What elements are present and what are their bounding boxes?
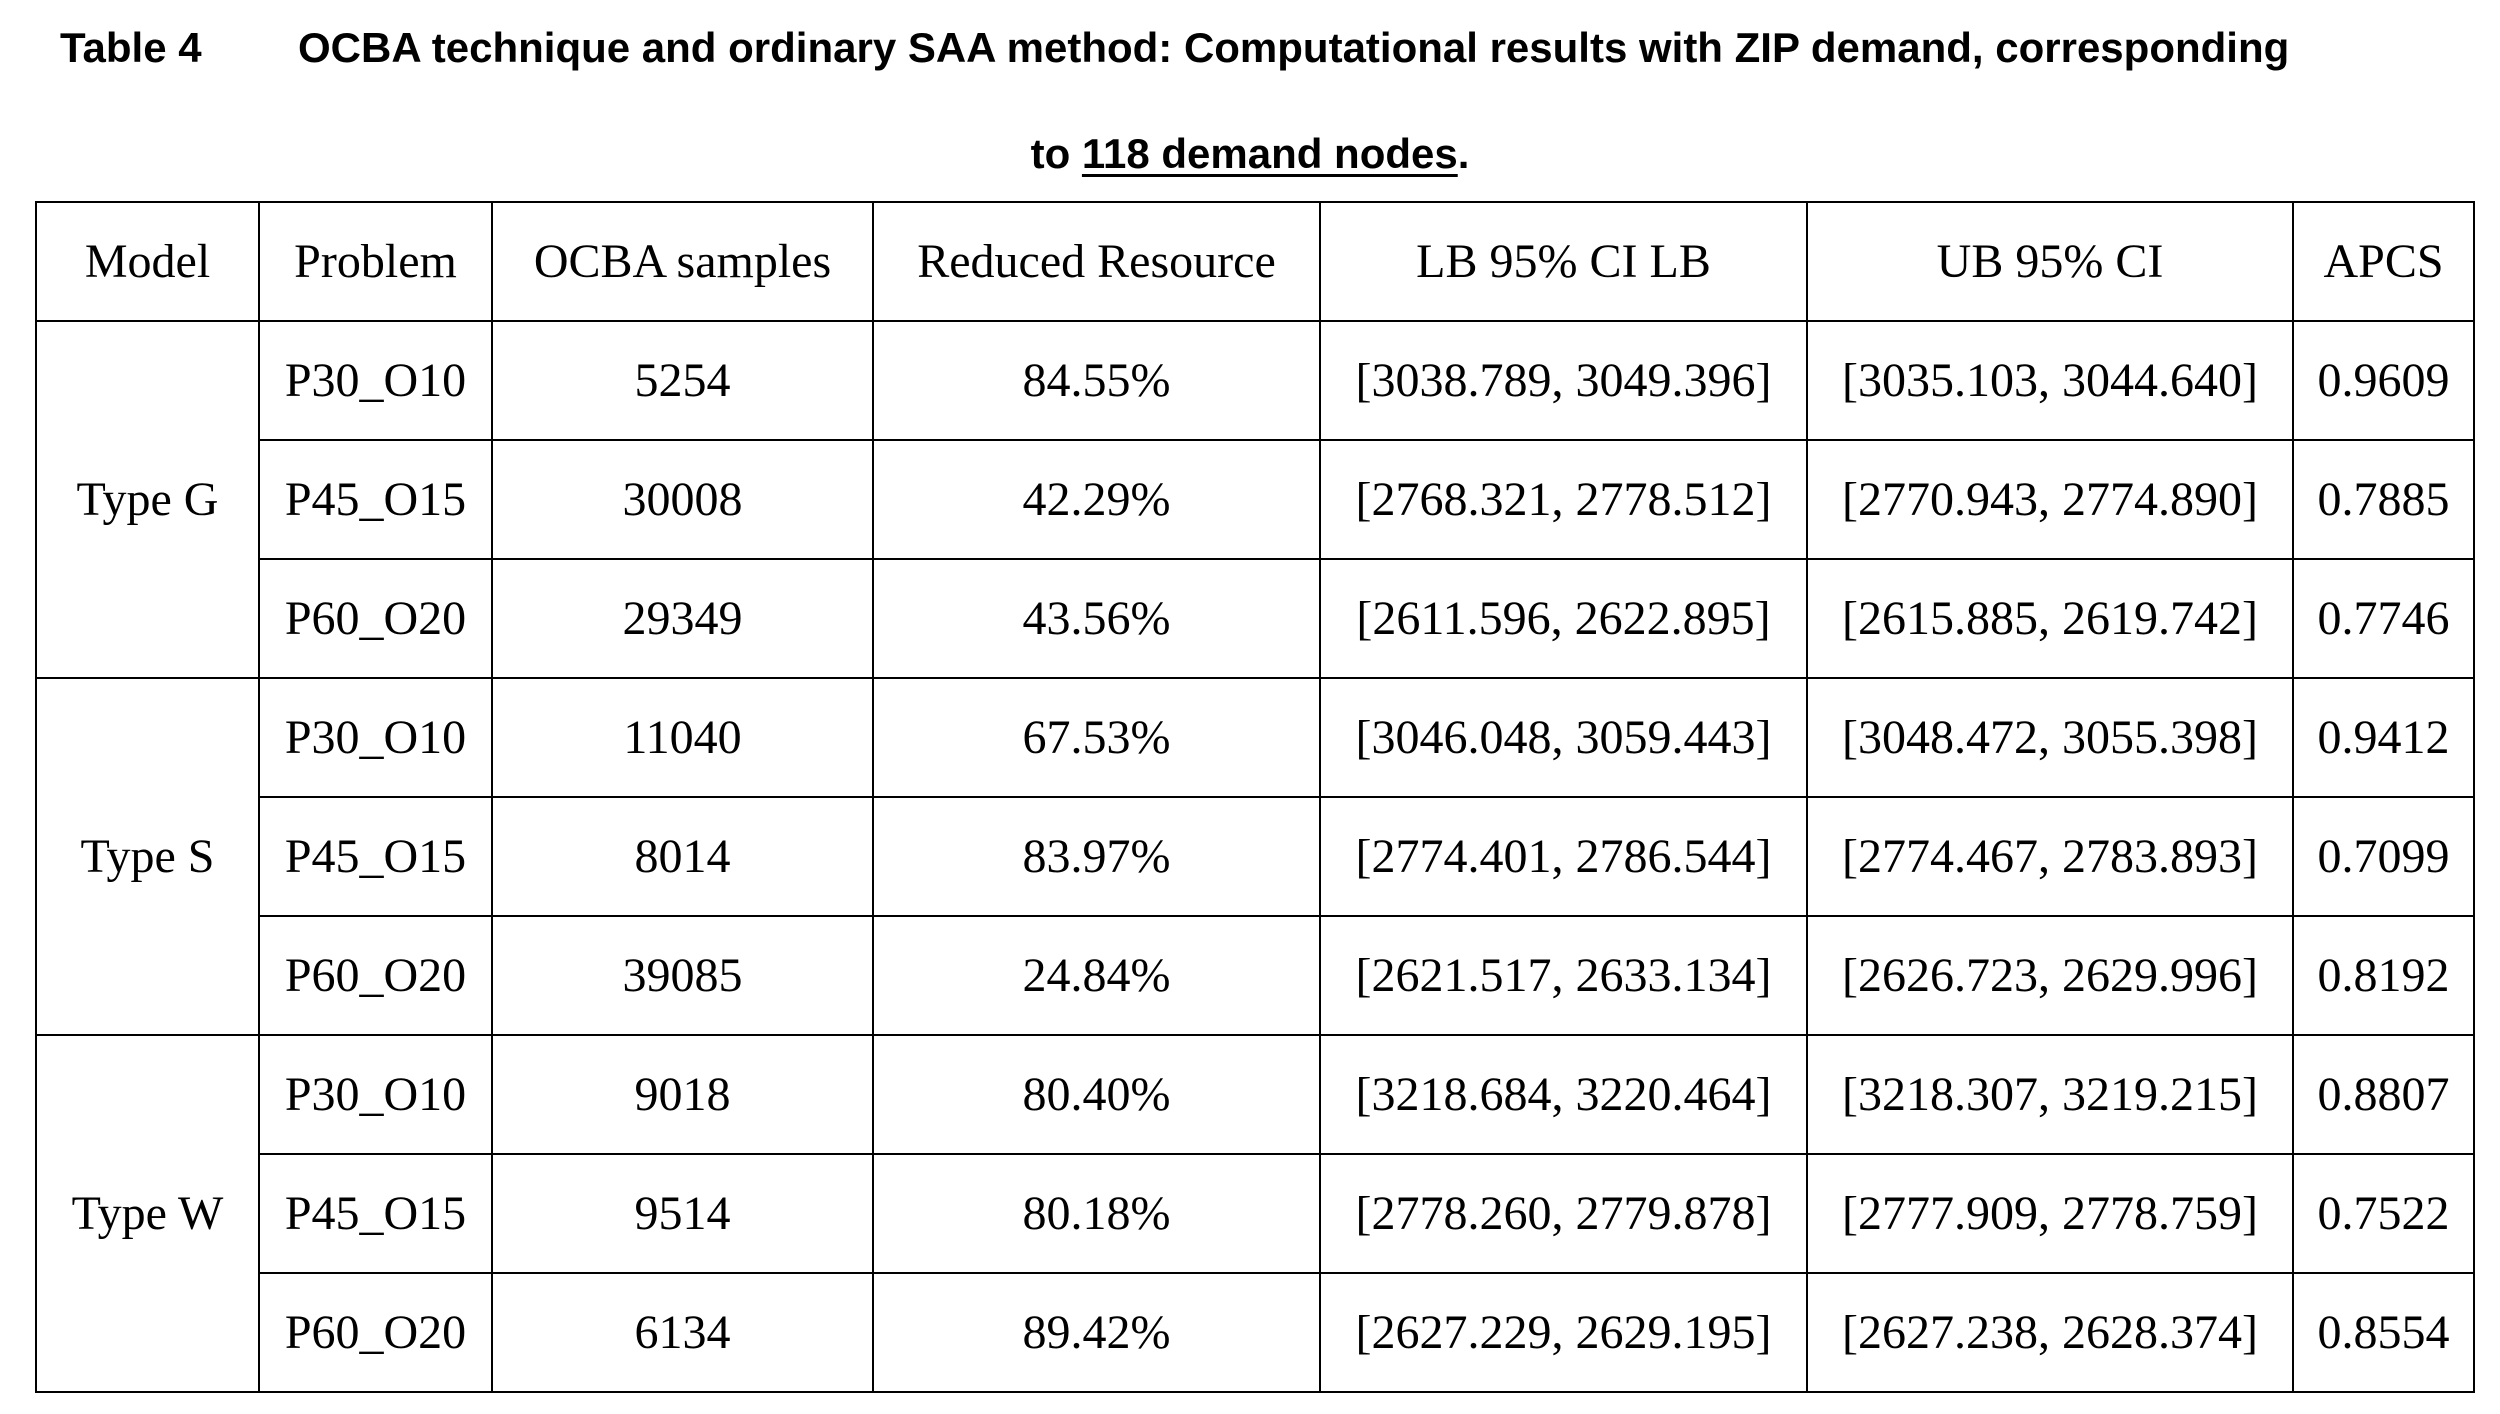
- data-cell: [3218.307, 3219.215]: [1806, 1034, 2294, 1155]
- model-cell: Type S: [35, 677, 260, 1036]
- data-row: P60_O20 6134 89.42% [2627.229, 2629.195] [26…: [36, 1272, 2475, 1393]
- data-cell: 0.7522: [2292, 1153, 2475, 1274]
- data-cell: 9514: [491, 1153, 874, 1274]
- data-cell: 0.8554: [2292, 1272, 2475, 1393]
- data-cell: P45_O15: [258, 439, 493, 560]
- data-row: Type W P30_O10 9018 80.40% [3218.684, 3220.4…: [35, 1034, 2475, 1393]
- data-cell: [2611.596, 2622.895]: [1319, 558, 1808, 679]
- data-cell: P60_O20: [258, 1272, 493, 1393]
- data-cell: P45_O15: [258, 796, 493, 917]
- data-cell: P45_O15: [258, 1153, 493, 1274]
- data-row: Type S P30_O10 11040 67.53% [3046.048, 3059.…: [35, 677, 2475, 1036]
- model-cell: Type G: [35, 320, 260, 679]
- data-cell: 0.9609: [2292, 320, 2475, 441]
- data-cell: [2626.723, 2629.996]: [1806, 915, 2294, 1036]
- caption-line: to 118 demand nodes.: [0, 130, 2500, 178]
- data-row: P60_O20 29349 43.56% [2611.596, 2622.895] [2…: [36, 558, 2475, 679]
- caption-text: OCBA technique and ordinary SAA method: …: [298, 24, 2290, 71]
- data-cell: 67.53%: [872, 677, 1321, 798]
- data-cell: [2778.260, 2779.878]: [1319, 1153, 1808, 1274]
- data-cell: [2774.401, 2786.544]: [1319, 796, 1808, 917]
- table-body: Model Problem OCBA samples Reduced Resource…: [35, 201, 2475, 1393]
- header-row: Model Problem OCBA samples Reduced Resource…: [35, 201, 2475, 322]
- data-cell: [3035.103, 3044.640]: [1806, 320, 2294, 441]
- data-cell: 80.40%: [872, 1034, 1321, 1155]
- data-cell: 89.42%: [872, 1272, 1321, 1393]
- data-cell: 6134: [491, 1272, 874, 1393]
- data-cell: 0.8807: [2292, 1034, 2475, 1155]
- data-cell: [3046.048, 3059.443]: [1319, 677, 1808, 798]
- data-cell: 0.7746: [2292, 558, 2475, 679]
- header-cell: LB 95% CI LB: [1319, 201, 1808, 322]
- data-cell: 11040: [491, 677, 874, 798]
- data-cell: [2627.238, 2628.374]: [1806, 1272, 2294, 1393]
- data-cell: [3038.789, 3049.396]: [1319, 320, 1808, 441]
- data-cell: 80.18%: [872, 1153, 1321, 1274]
- data-cell: [2774.467, 2783.893]: [1806, 796, 2294, 917]
- data-cell: 84.55%: [872, 320, 1321, 441]
- table-label: Table 4: [60, 24, 202, 71]
- data-cell: P30_O10: [258, 1034, 493, 1155]
- data-cell: [2770.943, 2774.890]: [1806, 439, 2294, 560]
- data-cell: [2615.885, 2619.742]: [1806, 558, 2294, 679]
- data-cell: [3048.472, 3055.398]: [1806, 677, 2294, 798]
- data-cell: 9018: [491, 1034, 874, 1155]
- data-cell: P60_O20: [258, 558, 493, 679]
- model-cell: Type W: [35, 1034, 260, 1393]
- data-cell: P30_O10: [258, 320, 493, 441]
- data-cell: 29349: [491, 558, 874, 679]
- data-cell: 24.84%: [872, 915, 1321, 1036]
- data-cell: [2621.517, 2633.134]: [1319, 915, 1808, 1036]
- caption-text: to: [1030, 130, 1071, 177]
- data-cell: 83.97%: [872, 796, 1321, 917]
- caption-text: .: [1457, 130, 1470, 177]
- data-row: P60_O20 39085 24.84% [2621.517, 2633.134] [2…: [36, 915, 2475, 1036]
- header-cell: Model: [35, 201, 260, 322]
- header-cell: OCBA samples: [491, 201, 874, 322]
- header-cell: Problem: [258, 201, 493, 322]
- data-cell: P60_O20: [258, 915, 493, 1036]
- data-cell: 0.9412: [2292, 677, 2475, 798]
- data-cell: 0.7099: [2292, 796, 2475, 917]
- results-table: Model Problem OCBA samples Reduced Resource…: [35, 201, 2475, 1393]
- header-cell: UB 95% CI: [1806, 201, 2294, 322]
- data-cell: [2627.229, 2629.195]: [1319, 1272, 1808, 1393]
- header-cell: Reduced Resource: [872, 201, 1321, 322]
- data-cell: 39085: [491, 915, 874, 1036]
- data-cell: [2768.321, 2778.512]: [1319, 439, 1808, 560]
- data-cell: 43.56%: [872, 558, 1321, 679]
- caption-emphasis: 118 demand nodes: [1081, 130, 1458, 177]
- data-cell: 8014: [491, 796, 874, 917]
- data-cell: 5254: [491, 320, 874, 441]
- data-row: P45_O15 8014 83.97% [2774.401, 2786.544] [27…: [36, 796, 2475, 917]
- data-cell: 0.8192: [2292, 915, 2475, 1036]
- data-row: Type G P30_O10 5254 84.55% [3038.789, 3049.3…: [35, 320, 2475, 679]
- data-cell: 0.7885: [2292, 439, 2475, 560]
- data-cell: P30_O10: [258, 677, 493, 798]
- data-cell: 30008: [491, 439, 874, 560]
- data-cell: 42.29%: [872, 439, 1321, 560]
- header-cell: APCS: [2292, 201, 2475, 322]
- data-row: P45_O15 30008 42.29% [2768.321, 2778.512] [2…: [36, 439, 2475, 560]
- data-row: P45_O15 9514 80.18% [2778.260, 2779.878] [27…: [36, 1153, 2475, 1274]
- data-cell: [3218.684, 3220.464]: [1319, 1034, 1808, 1155]
- data-cell: [2777.909, 2778.759]: [1806, 1153, 2294, 1274]
